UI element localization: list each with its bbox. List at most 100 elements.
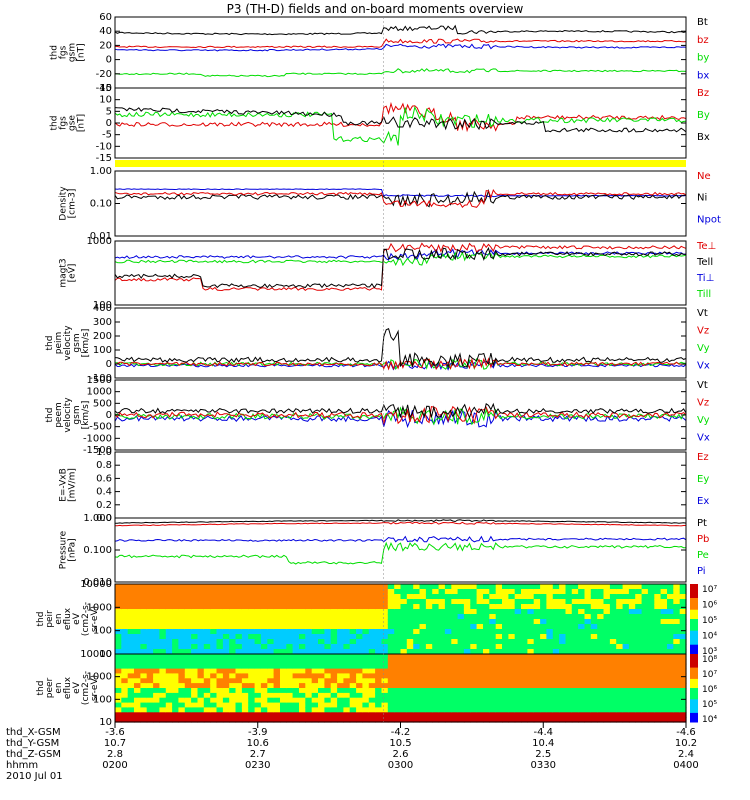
- heatmap-cell: [254, 702, 262, 709]
- heatmap-cell: [400, 678, 408, 684]
- heatmap-cell: [222, 678, 230, 684]
- heatmap-cell: [311, 692, 319, 699]
- heatmap-cell: [260, 688, 268, 694]
- heatmap-cell: [368, 712, 376, 718]
- heatmap-cell: [540, 604, 547, 610]
- heatmap-cell: [533, 629, 541, 635]
- colorbar-segment: [690, 658, 698, 662]
- heatmap-cell: [400, 609, 408, 615]
- heatmap-cell: [508, 663, 516, 670]
- heatmap-cell: [483, 594, 490, 600]
- heatmap-cell: [286, 654, 294, 660]
- y-tick-label: 100: [93, 694, 112, 705]
- heatmap-cell: [210, 619, 218, 625]
- heatmap-cell: [502, 644, 509, 650]
- heatmap-cell: [476, 584, 484, 590]
- heatmap-cell: [115, 658, 122, 665]
- y-tick-label: 0.8: [96, 460, 112, 471]
- heatmap-cell: [394, 717, 402, 723]
- heatmap-cell: [286, 649, 294, 655]
- heatmap-cell: [476, 609, 484, 615]
- heatmap-cell: [667, 678, 674, 684]
- heatmap-cell: [660, 683, 668, 689]
- legend-entry-Vx: Vx: [697, 433, 710, 444]
- heatmap-cell: [115, 707, 122, 713]
- heatmap-cell: [394, 594, 402, 600]
- heatmap-cell: [495, 589, 503, 595]
- heatmap-cell: [438, 658, 446, 665]
- heatmap-cell: [444, 697, 452, 704]
- heatmap-cell: [311, 619, 319, 625]
- heatmap-cell: [127, 673, 135, 679]
- heatmap-cell: [565, 589, 573, 595]
- heatmap-cell: [197, 624, 205, 630]
- heatmap-cell: [571, 644, 579, 650]
- heatmap-cell: [305, 663, 313, 670]
- heatmap-cell: [115, 717, 122, 723]
- heatmap-cell: [267, 707, 275, 713]
- heatmap-cell: [222, 663, 230, 670]
- heatmap-cell: [115, 697, 122, 704]
- heatmap-cell: [635, 658, 643, 665]
- heatmap-cell: [280, 624, 287, 630]
- heatmap-cell: [159, 609, 167, 615]
- heatmap-cell: [381, 624, 389, 630]
- heatmap-cell: [222, 614, 230, 620]
- heatmap-cell: [571, 717, 579, 723]
- heatmap-cell: [311, 658, 319, 665]
- heatmap-cell: [451, 717, 459, 723]
- heatmap-cell: [597, 634, 605, 640]
- heatmap-cell: [159, 594, 167, 600]
- heatmap-cell: [216, 609, 224, 615]
- heatmap-cell: [444, 663, 452, 670]
- heatmap-cell: [197, 584, 205, 590]
- heatmap-cell: [438, 609, 446, 615]
- heatmap-cell: [375, 712, 382, 718]
- heatmap-cell: [203, 644, 211, 650]
- heatmap-cell: [647, 629, 655, 635]
- heatmap-cell: [115, 678, 122, 684]
- heatmap-cell: [540, 624, 547, 630]
- heatmap-cell: [165, 658, 173, 665]
- heatmap-cell: [457, 658, 465, 665]
- heatmap-cell: [571, 668, 579, 675]
- heatmap-cell: [622, 594, 630, 600]
- heatmap-cell: [280, 599, 287, 605]
- heatmap-cell: [248, 668, 256, 675]
- heatmap-cell: [578, 707, 585, 713]
- heatmap-cell: [419, 683, 427, 689]
- heatmap-cell: [260, 649, 268, 655]
- heatmap-cell: [406, 649, 414, 655]
- heatmap-cell: [127, 604, 135, 610]
- heatmap-cell: [172, 604, 179, 610]
- heatmap-cell: [222, 673, 230, 679]
- colorbar-segment: [690, 633, 698, 636]
- y-tick-label: 10: [99, 95, 112, 106]
- heatmap-cell: [432, 654, 440, 660]
- heatmap-cell: [603, 634, 611, 640]
- heatmap-cell: [375, 683, 382, 689]
- heatmap-cell: [330, 717, 338, 723]
- heatmap-cell: [527, 707, 535, 713]
- heatmap-cell: [667, 629, 674, 635]
- heatmap-cell: [337, 688, 344, 694]
- heatmap-cell: [387, 589, 395, 595]
- heatmap-cell: [153, 697, 160, 704]
- colorbar-segment: [690, 584, 698, 587]
- heatmap-cell: [184, 658, 192, 665]
- heatmap-cell: [318, 717, 325, 723]
- heatmap-cell: [305, 678, 313, 684]
- heatmap-cell: [527, 702, 535, 709]
- heatmap-cell: [514, 702, 522, 709]
- heatmap-cell: [343, 604, 351, 610]
- heatmap-cell: [318, 678, 325, 684]
- heatmap-cell: [406, 599, 414, 605]
- heatmap-cell: [324, 697, 332, 704]
- heatmap-cell: [495, 658, 503, 665]
- heatmap-cell: [140, 624, 148, 630]
- heatmap-cell: [438, 692, 446, 699]
- heatmap-cell: [597, 697, 605, 704]
- heatmap-cell: [559, 717, 566, 723]
- heatmap-cell: [387, 604, 395, 610]
- heatmap-cell: [280, 673, 287, 679]
